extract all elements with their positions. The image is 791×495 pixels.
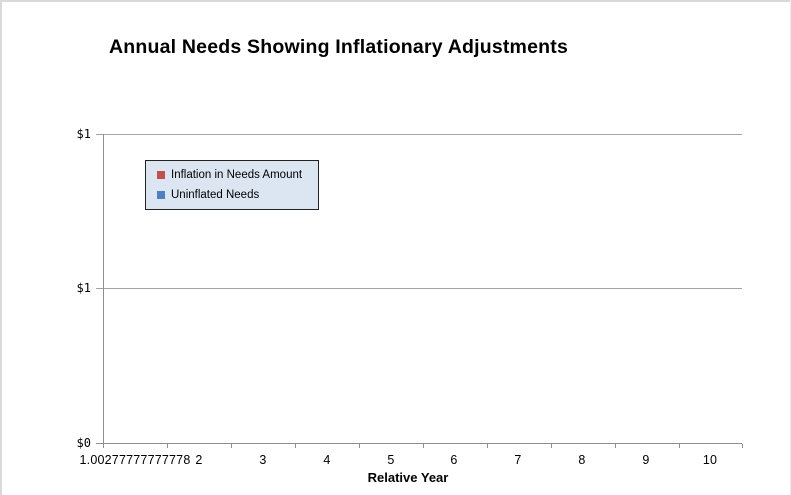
x-axis-tick — [551, 444, 552, 448]
legend-item: Inflation in Needs Amount — [157, 169, 318, 181]
x-axis-tick — [359, 444, 360, 448]
y-tick-label: $1 — [76, 127, 91, 141]
x-tick-label: 7 — [514, 453, 522, 467]
gridline-middle — [96, 288, 742, 289]
x-axis-tick — [231, 444, 232, 448]
y-tick-label: $0 — [76, 436, 91, 450]
frame-top-border — [0, 0, 791, 2]
series-swatch-red — [157, 171, 165, 179]
frame-left-border — [0, 0, 2, 495]
x-axis-tick — [615, 444, 616, 448]
x-axis-tick — [487, 444, 488, 448]
x-tick-label: 4 — [323, 453, 331, 467]
legend-item-label: Uninflated Needs — [171, 189, 260, 201]
x-tick-label: 1.00277777777778 — [79, 453, 191, 467]
x-axis-line — [96, 443, 742, 444]
chart-title: Annual Needs Showing Inflationary Adjust… — [109, 36, 568, 58]
x-tick-label: 9 — [642, 453, 650, 467]
gridline-top — [96, 134, 742, 135]
x-tick-label: 10 — [702, 453, 718, 467]
x-tick-label: 5 — [387, 453, 395, 467]
x-tick-label: 6 — [450, 453, 458, 467]
x-axis-tick — [167, 444, 168, 448]
x-axis-title: Relative Year — [367, 470, 449, 485]
x-tick-label: 3 — [259, 453, 267, 467]
x-axis-tick — [295, 444, 296, 448]
x-tick-label: 2 — [195, 453, 203, 467]
x-tick-label: 8 — [578, 453, 586, 467]
legend-item-label: Inflation in Needs Amount — [171, 169, 303, 181]
x-axis-tick — [103, 444, 104, 448]
x-axis-tick — [679, 444, 680, 448]
y-tick-label: $1 — [76, 281, 91, 295]
legend-item: Uninflated Needs — [157, 189, 318, 201]
legend: Inflation in Needs Amount Uninflated Nee… — [145, 160, 319, 210]
x-axis-tick — [423, 444, 424, 448]
series-swatch-blue — [157, 191, 165, 199]
y-axis-line — [103, 134, 104, 447]
x-axis-tick — [742, 444, 743, 448]
